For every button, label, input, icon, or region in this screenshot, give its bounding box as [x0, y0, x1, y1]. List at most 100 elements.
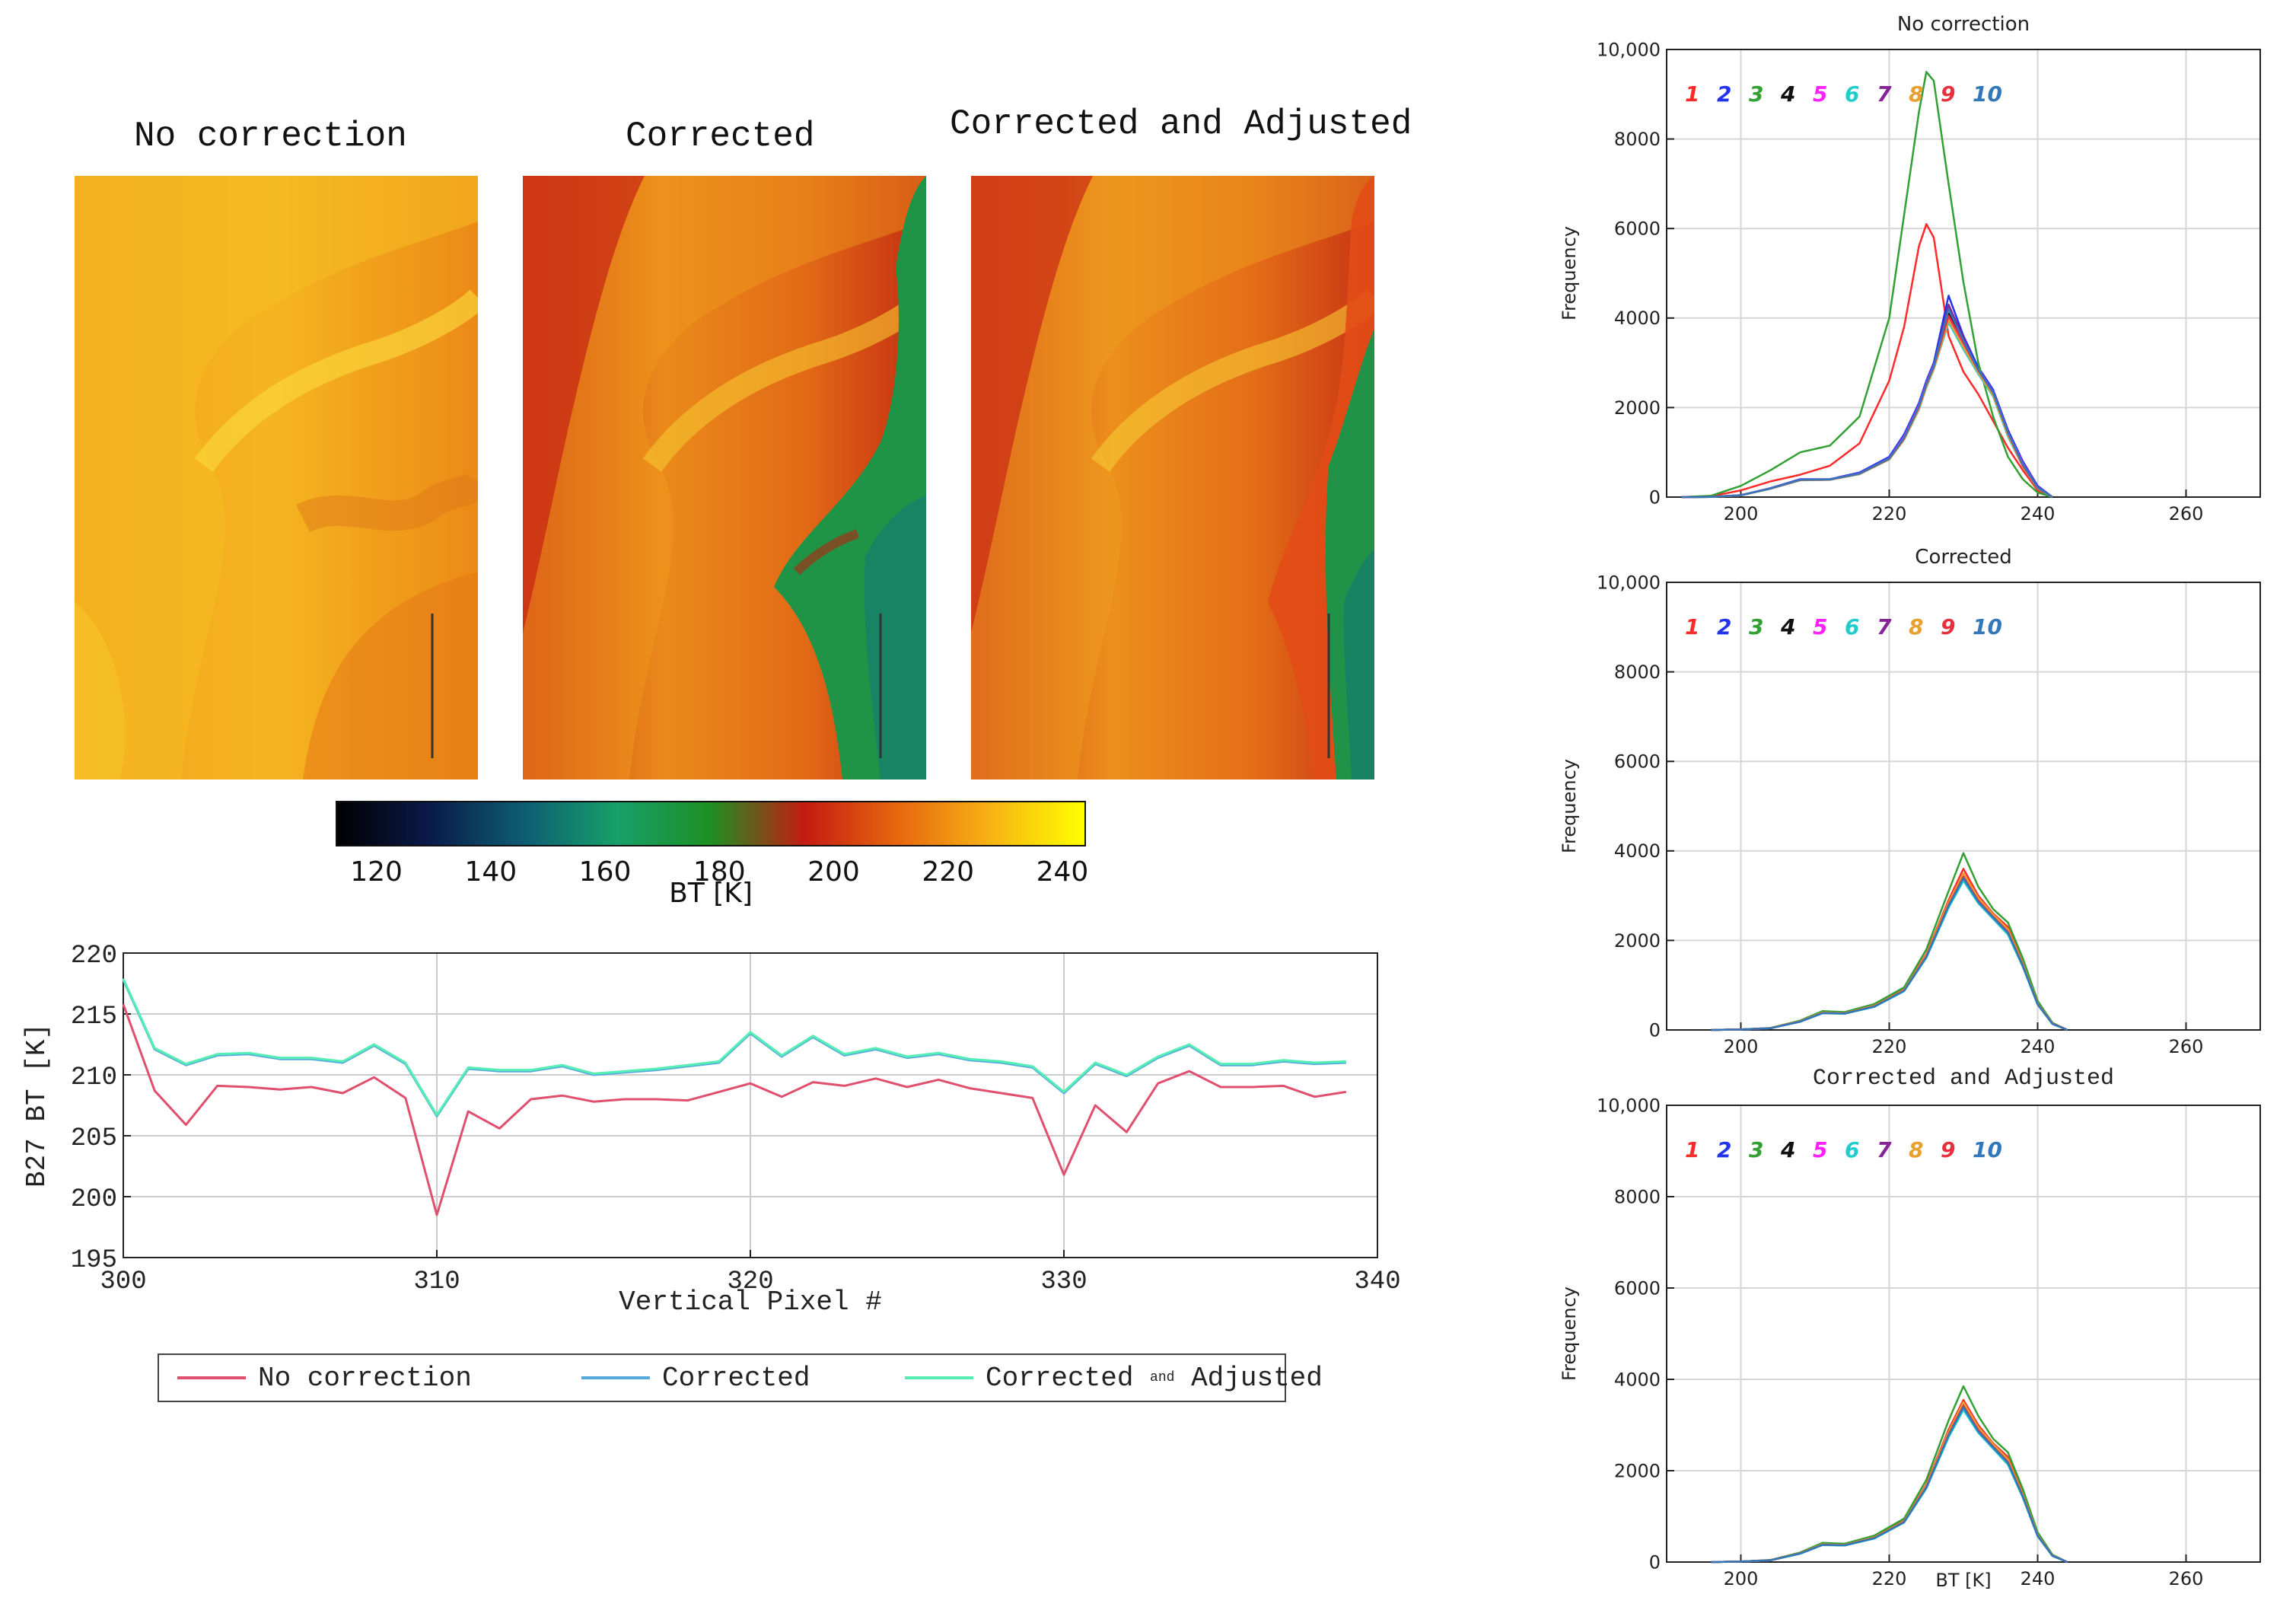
legend-number-8: 8 [1909, 1137, 1923, 1162]
x-tick-label: 240 [2021, 503, 2056, 524]
legend-number-7: 7 [1877, 1137, 1892, 1162]
y-tick-label: 6000 [1614, 218, 1661, 240]
x-tick-label: 200 [1724, 1568, 1759, 1589]
y-tick-label: 215 [71, 1003, 117, 1031]
y-tick-label: 4000 [1614, 308, 1661, 329]
colorbar-tick-label: 180 [693, 856, 746, 888]
legend-label-and-part: and [1150, 1370, 1175, 1385]
legend-number-2: 2 [1717, 81, 1731, 107]
x-tick-label: 340 [1354, 1267, 1400, 1296]
legend-number-4: 4 [1780, 81, 1795, 107]
histogram-no-correction: No correction 200 220 240 260 0 2000 4000 6000 80… [1559, 13, 2261, 524]
y-tick-label: 10,000 [1597, 572, 1661, 593]
legend-number-9: 9 [1941, 614, 1955, 639]
y-tick-label: 8000 [1614, 662, 1661, 683]
legend-number-5: 5 [1813, 81, 1827, 107]
colorbar-tick-label: 200 [807, 856, 860, 888]
x-tick-label: 240 [2021, 1036, 2056, 1057]
y-tick-label: 0 [1649, 1551, 1661, 1573]
histogram-corrected-adjusted: Corrected and Adjusted 200 220 240 260 0 2000 4… [1559, 1066, 2261, 1591]
series-line-1 [1681, 223, 2053, 499]
legend-swatch-corrected [581, 1376, 650, 1379]
plot-frame [1666, 1105, 2261, 1563]
colorbar-tick-label: 220 [922, 856, 974, 888]
image-title-corrected: Corrected [626, 116, 815, 156]
image-title-corrected-adjusted: Corrected and Adjusted [950, 104, 1412, 144]
plot-frame [1666, 49, 2261, 498]
legend-label-no-correction: No correction [258, 1362, 472, 1394]
y-tick-label: 10,000 [1597, 1095, 1661, 1116]
legend-number-8: 8 [1909, 81, 1923, 107]
chart-title: Corrected [1915, 546, 2011, 569]
y-axis-label: Frequency [1559, 1286, 1580, 1381]
x-tick-label: 260 [2169, 1036, 2204, 1057]
x-axis-label: Vertical Pixel # [619, 1286, 882, 1318]
legend-number-9: 9 [1941, 81, 1955, 107]
x-tick-label: 310 [413, 1267, 460, 1296]
x-tick-label: 260 [2169, 1568, 2204, 1589]
y-tick-label: 8000 [1614, 1186, 1661, 1207]
colorbar-tick-label: 240 [1037, 856, 1089, 888]
y-tick-label: 4000 [1614, 1369, 1661, 1390]
series-line-3 [1681, 71, 2053, 499]
legend-number-3: 3 [1749, 81, 1763, 107]
series-line-2 [1681, 295, 2053, 499]
legend-entry-corrected: Corrected [581, 1355, 810, 1401]
colorbar-tick-label: 140 [464, 856, 517, 888]
x-axis-label: BT [K] [1935, 1570, 1991, 1591]
x-tick-label: 220 [1872, 503, 1907, 524]
x-tick-label: 330 [1040, 1267, 1087, 1296]
series-line-no-correction [122, 1003, 1347, 1216]
chart-title: No correction [1897, 13, 2030, 36]
legend-number-7: 7 [1877, 81, 1892, 107]
legend-number-9: 9 [1941, 1137, 1955, 1162]
x-tick-label: 220 [1872, 1568, 1907, 1589]
legend-number-4: 4 [1780, 614, 1795, 639]
legend-entry-no-correction: No correction [177, 1355, 472, 1401]
legend-number-6: 6 [1845, 614, 1859, 639]
y-tick-label: 2000 [1614, 930, 1661, 952]
legend-number-7: 7 [1877, 614, 1892, 639]
x-tick-label: 200 [1724, 503, 1759, 524]
legend-number-4: 4 [1780, 1137, 1795, 1162]
series-line-corrected-and-adjusted [122, 977, 1346, 1117]
bt-image-no-correction [75, 176, 478, 779]
bt-image-corrected-adjusted [971, 176, 1374, 779]
y-tick-label: 6000 [1614, 751, 1661, 773]
legend-number-1: 1 [1685, 1137, 1699, 1162]
y-tick-label: 0 [1649, 1019, 1661, 1041]
x-tick-label: 240 [2021, 1568, 2056, 1589]
legend-number-6: 6 [1845, 81, 1859, 107]
legend-number-6: 6 [1845, 1137, 1859, 1162]
series-line-10 [1711, 1406, 2068, 1564]
legend-number-2: 2 [1717, 1137, 1731, 1162]
legend-number-3: 3 [1749, 1137, 1763, 1162]
chart-title: Corrected and Adjusted [1813, 1066, 2114, 1092]
y-tick-label: 195 [71, 1246, 117, 1275]
y-tick-label: 0 [1649, 486, 1661, 508]
profile-legend: No correction Corrected Corrected and Ad… [158, 1353, 1323, 1402]
legend-number-10: 10 [1973, 1137, 2002, 1162]
y-tick-label: 10,000 [1597, 39, 1661, 60]
legend-number-5: 5 [1813, 1137, 1827, 1162]
y-tick-label: 2000 [1614, 397, 1661, 419]
legend-label-corrected-part: Corrected [986, 1362, 1134, 1394]
image-title-no-correction: No correction [134, 116, 407, 156]
legend-number-2: 2 [1717, 614, 1731, 639]
legend-number-1: 1 [1685, 81, 1699, 107]
legend-number-8: 8 [1909, 614, 1923, 639]
colorbar: 120 140 160 180 200 220 240 BT [K] [336, 801, 1089, 909]
x-tick-label: 220 [1872, 1036, 1907, 1057]
series-line-10 [1681, 308, 2053, 499]
y-tick-label: 4000 [1614, 840, 1661, 862]
legend-swatch-no-correction [177, 1376, 246, 1379]
colorbar-tick-label: 160 [579, 856, 632, 888]
plot-frame [1666, 582, 2261, 1031]
series-line-10 [1711, 877, 2068, 1031]
y-axis-label: B27 BT [K] [21, 1023, 53, 1188]
legend-number-5: 5 [1813, 614, 1827, 639]
legend-number-1: 1 [1685, 614, 1699, 639]
legend-swatch-corrected-adjusted [905, 1376, 973, 1379]
x-tick-label: 200 [1724, 1036, 1759, 1057]
y-tick-label: 6000 [1614, 1277, 1661, 1299]
